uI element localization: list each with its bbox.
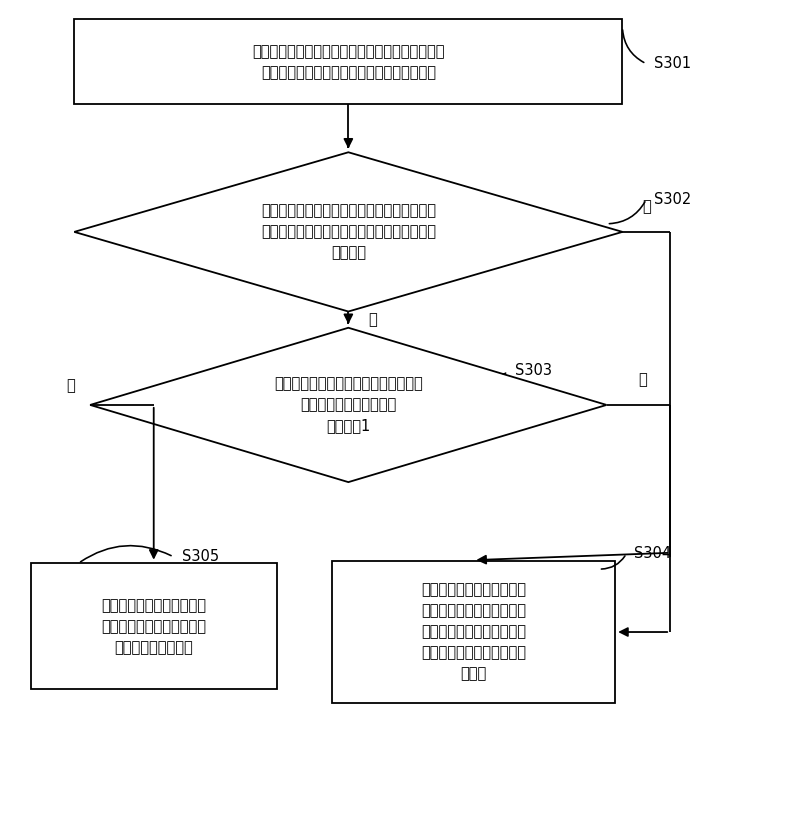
Text: 保留元数据盘上原始保存的
当前位置与插在当前位置的
磁盘之间的对应关系: 保留元数据盘上原始保存的 当前位置与插在当前位置的 磁盘之间的对应关系 [102,598,206,655]
Text: S303: S303 [515,363,552,378]
Text: S301: S301 [654,56,691,71]
Text: 是: 是 [638,372,647,387]
Bar [333,561,614,703]
Text: 是: 是 [368,312,377,327]
Bar [74,19,622,105]
Text: S302: S302 [654,192,691,207]
Bar [30,564,277,690]
Text: 当有磁盘插入时，获取插入到当前位置的磁盘的磁
盘序列号及插入到当前位置的磁盘的上电次数: 当有磁盘插入时，获取插入到当前位置的磁盘的磁 盘序列号及插入到当前位置的磁盘的上… [252,43,445,79]
Text: 当前位置的磁盘的上电次数大于预先存
储的当前位置的磁盘的上
电次数加1: 当前位置的磁盘的上电次数大于预先存 储的当前位置的磁盘的上 电次数加1 [274,376,422,434]
Text: 否: 否 [642,199,650,214]
Text: 当前位置的磁盘序列号以及预先存储的当前位
置、磁盘所在设备的设备号与特定磁盘序列号
是否一致: 当前位置的磁盘序列号以及预先存储的当前位 置、磁盘所在设备的设备号与特定磁盘序列… [261,204,436,260]
Polygon shape [74,152,622,312]
Text: 否: 否 [66,378,74,393]
Text: S305: S305 [182,550,218,564]
Polygon shape [90,328,606,482]
Text: 更新元数据盘上原始保存的
当前位置与插在当前位置的
旧磁盘之间的对应关系为当
前位置与新的磁盘之间的对
应关系: 更新元数据盘上原始保存的 当前位置与插在当前位置的 旧磁盘之间的对应关系为当 前… [421,582,526,681]
Text: S304: S304 [634,546,671,561]
